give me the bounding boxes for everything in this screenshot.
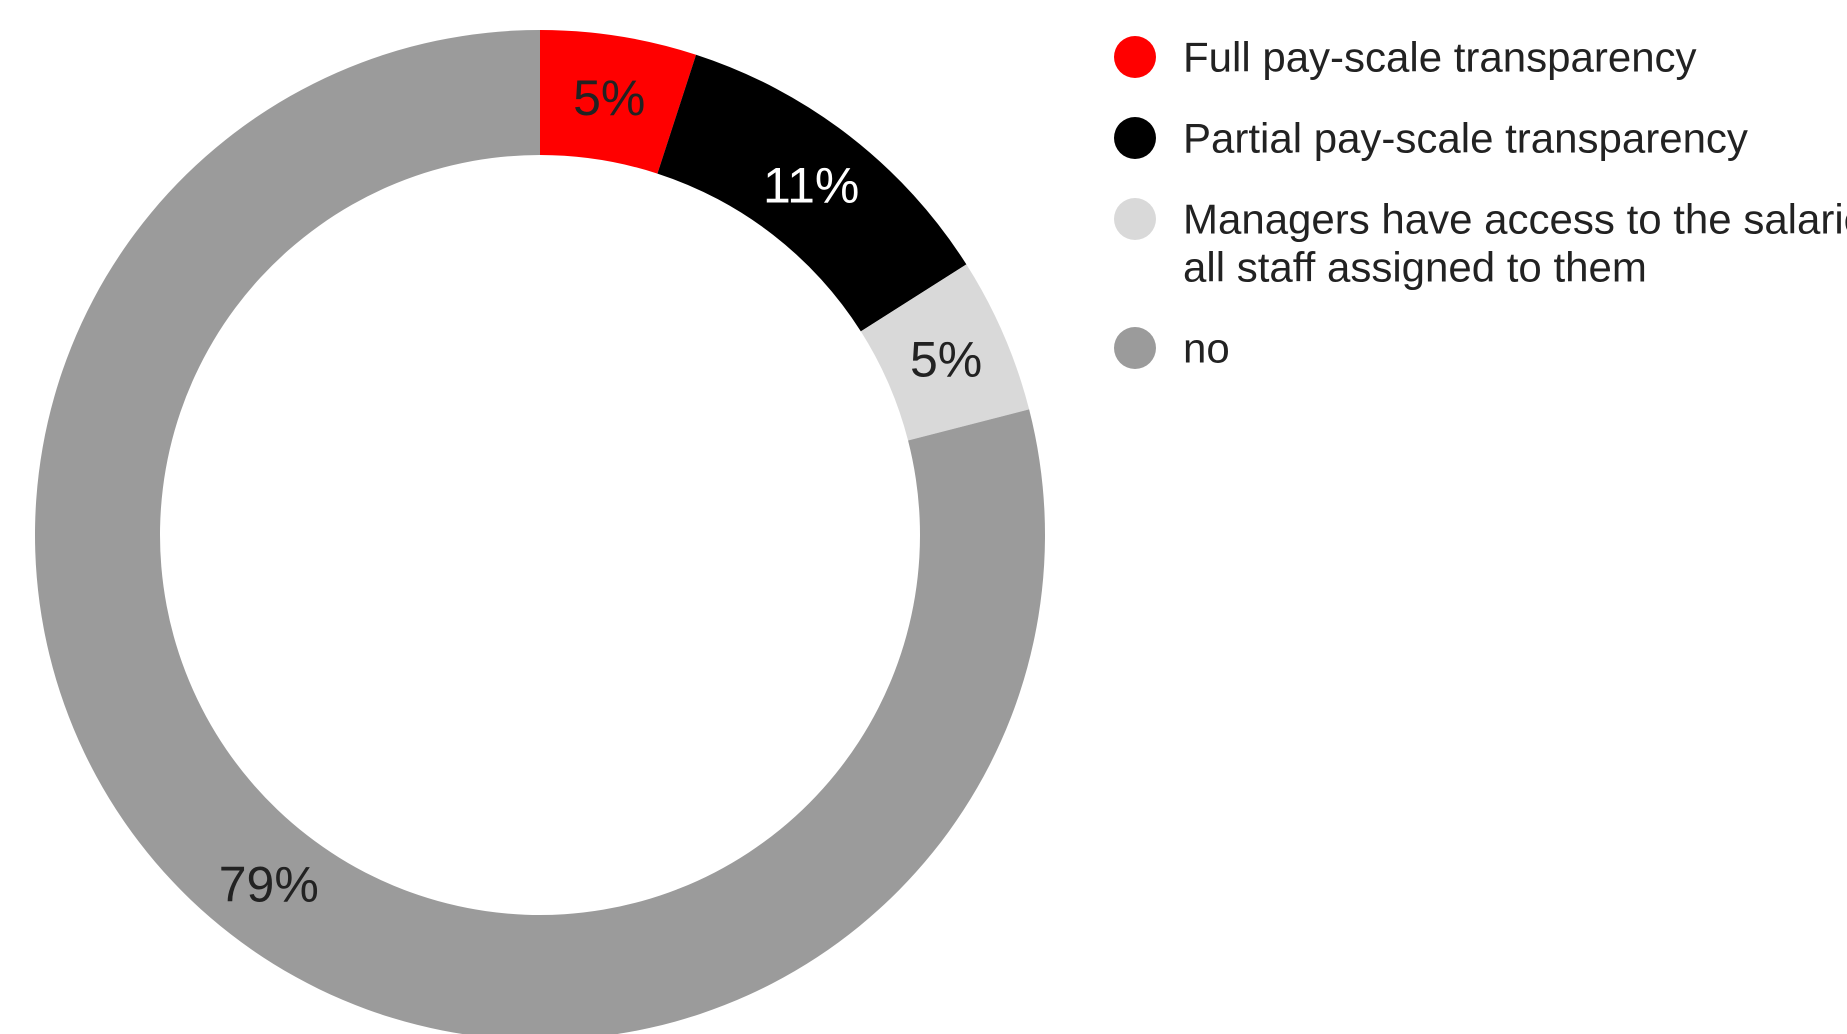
slice-value-label: 5% xyxy=(573,70,645,126)
donut-slice-full-pay-scale-transparency xyxy=(540,30,697,174)
legend-swatch xyxy=(1114,36,1156,78)
donut-slice-partial-pay-scale-transparency xyxy=(657,54,967,332)
legend-label: all staff assigned to them xyxy=(1183,244,1647,291)
legend-label: Full pay-scale transparency xyxy=(1183,34,1697,81)
donut-slices xyxy=(35,30,1045,1034)
donut-slice-managers-have-access-to-the-salaries-of- xyxy=(860,264,1030,441)
legend-swatch xyxy=(1114,117,1156,159)
legend-label: no xyxy=(1183,325,1230,372)
slice-labels: 5% 11% 5% 79% xyxy=(219,70,982,913)
legend-swatch xyxy=(1114,327,1156,369)
slice-value-label: 79% xyxy=(219,857,319,913)
legend-label: Partial pay-scale transparency xyxy=(1183,115,1748,162)
legend-item: no xyxy=(1114,325,1230,372)
slice-value-label: 5% xyxy=(910,331,982,387)
legend-swatch xyxy=(1114,198,1156,240)
legend-item: Partial pay-scale transparency xyxy=(1114,115,1748,162)
legend: Full pay-scale transparency Partial pay-s… xyxy=(1114,34,1847,372)
slice-value-label: 11% xyxy=(763,157,859,213)
legend-item: Full pay-scale transparency xyxy=(1114,34,1697,81)
legend-label: Managers have access to the salarie xyxy=(1183,196,1847,243)
